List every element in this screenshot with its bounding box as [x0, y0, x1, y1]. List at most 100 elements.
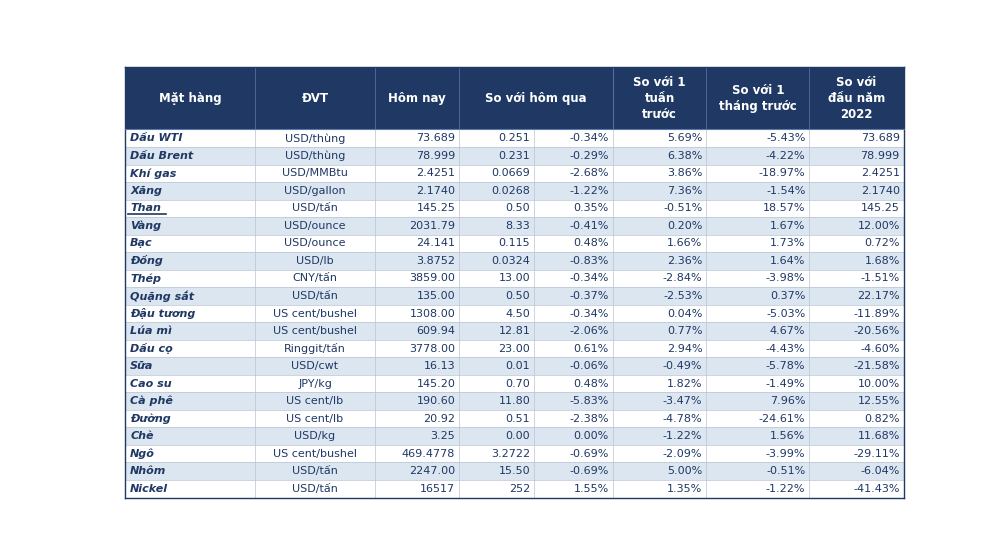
Text: 0.48%: 0.48% [573, 238, 608, 248]
Text: -3.99%: -3.99% [765, 449, 804, 459]
Text: USD/gallon: USD/gallon [284, 186, 345, 196]
Text: 78.999: 78.999 [860, 151, 899, 161]
Text: -2.38%: -2.38% [569, 414, 608, 424]
Text: 145.25: 145.25 [860, 203, 899, 214]
Text: 3859.00: 3859.00 [409, 273, 454, 283]
Text: 22.17%: 22.17% [857, 291, 899, 301]
Text: 0.00: 0.00 [506, 431, 530, 441]
Text: 23.00: 23.00 [498, 344, 530, 353]
Text: -3.47%: -3.47% [662, 396, 702, 406]
Text: -0.69%: -0.69% [569, 466, 608, 476]
Bar [125, 252, 903, 269]
Text: 4.67%: 4.67% [769, 326, 804, 336]
Text: 1.64%: 1.64% [769, 256, 804, 266]
Text: -4.22%: -4.22% [765, 151, 804, 161]
Text: 0.04%: 0.04% [666, 309, 702, 319]
Text: Dầu WTI: Dầu WTI [130, 133, 183, 143]
Text: -2.84%: -2.84% [662, 273, 702, 283]
Text: 78.999: 78.999 [415, 151, 454, 161]
Text: 2.36%: 2.36% [666, 256, 702, 266]
Text: -41.43%: -41.43% [853, 484, 899, 494]
Text: 0.72%: 0.72% [864, 238, 899, 248]
Text: 16517: 16517 [419, 484, 454, 494]
Text: -6.04%: -6.04% [860, 466, 899, 476]
Text: -1.22%: -1.22% [569, 186, 608, 196]
Text: 10.00%: 10.00% [857, 378, 899, 389]
Text: Dầu Brent: Dầu Brent [130, 151, 194, 161]
Text: -2.09%: -2.09% [662, 449, 702, 459]
Text: 12.00%: 12.00% [857, 221, 899, 231]
Text: 12.81: 12.81 [497, 326, 530, 336]
Text: USD/lb: USD/lb [296, 256, 333, 266]
Text: -0.51%: -0.51% [662, 203, 702, 214]
Bar [125, 200, 903, 217]
Text: 0.20%: 0.20% [666, 221, 702, 231]
Text: -0.51%: -0.51% [765, 466, 804, 476]
Text: 3.86%: 3.86% [666, 168, 702, 178]
Text: Bạc: Bạc [130, 238, 152, 248]
Text: 2.4251: 2.4251 [416, 168, 454, 178]
Bar [125, 375, 903, 392]
Text: US cent/lb: US cent/lb [286, 414, 343, 424]
Text: 0.70: 0.70 [506, 378, 530, 389]
Text: -0.49%: -0.49% [662, 361, 702, 371]
Text: -24.61%: -24.61% [758, 414, 804, 424]
Text: 0.251: 0.251 [498, 133, 530, 143]
Text: Sữa: Sữa [130, 361, 153, 371]
Text: -0.34%: -0.34% [569, 273, 608, 283]
Text: Khí gas: Khí gas [130, 168, 177, 178]
Text: 0.51: 0.51 [506, 414, 530, 424]
Text: 5.69%: 5.69% [666, 133, 702, 143]
Text: Nickel: Nickel [130, 484, 169, 494]
Text: -4.43%: -4.43% [765, 344, 804, 353]
Bar [125, 269, 903, 287]
Text: 6.38%: 6.38% [666, 151, 702, 161]
Text: USD/tấn: USD/tấn [292, 203, 338, 214]
Text: Ringgit/tấn: Ringgit/tấn [284, 343, 346, 354]
Text: -21.58%: -21.58% [853, 361, 899, 371]
Text: USD/kg: USD/kg [294, 431, 335, 441]
Text: -2.68%: -2.68% [569, 168, 608, 178]
Text: -18.97%: -18.97% [758, 168, 804, 178]
Text: USD/tấn: USD/tấn [292, 291, 338, 301]
Text: USD/ounce: USD/ounce [284, 221, 345, 231]
Text: 0.0268: 0.0268 [490, 186, 530, 196]
Text: -0.41%: -0.41% [569, 221, 608, 231]
Text: -5.83%: -5.83% [569, 396, 608, 406]
Text: -0.83%: -0.83% [569, 256, 608, 266]
Text: -20.56%: -20.56% [853, 326, 899, 336]
Text: Hôm nay: Hôm nay [388, 92, 445, 105]
Text: 5.00%: 5.00% [666, 466, 702, 476]
Bar [125, 305, 903, 322]
Text: So với 1
tuần
trước: So với 1 tuần trước [633, 76, 685, 121]
Text: So với 1
tháng trước: So với 1 tháng trước [718, 84, 795, 113]
Text: -1.49%: -1.49% [765, 378, 804, 389]
Text: -0.34%: -0.34% [569, 309, 608, 319]
Text: 2.1740: 2.1740 [416, 186, 454, 196]
Text: 0.115: 0.115 [498, 238, 530, 248]
Text: 2.4251: 2.4251 [860, 168, 899, 178]
Bar [125, 164, 903, 182]
Text: 3.25: 3.25 [430, 431, 454, 441]
Text: ĐVT: ĐVT [301, 92, 328, 105]
Text: Đậu tương: Đậu tương [130, 308, 196, 319]
Text: USD/MMBtu: USD/MMBtu [282, 168, 348, 178]
Text: Dầu cọ: Dầu cọ [130, 343, 173, 354]
Text: 2031.79: 2031.79 [409, 221, 454, 231]
Text: 1.56%: 1.56% [769, 431, 804, 441]
Text: CNY/tấn: CNY/tấn [292, 273, 337, 283]
Text: Đường: Đường [130, 414, 171, 424]
Text: USD/tấn: USD/tấn [292, 466, 338, 476]
Text: -29.11%: -29.11% [853, 449, 899, 459]
Text: 3778.00: 3778.00 [409, 344, 454, 353]
Bar [125, 428, 903, 445]
Text: USD/tấn: USD/tấn [292, 484, 338, 494]
Text: 1308.00: 1308.00 [409, 309, 454, 319]
Text: So với
đầu năm
2022: So với đầu năm 2022 [827, 76, 885, 121]
Bar [125, 462, 903, 480]
Text: 11.80: 11.80 [498, 396, 530, 406]
Text: Thép: Thép [130, 273, 161, 284]
Text: 1.82%: 1.82% [666, 378, 702, 389]
Text: -3.98%: -3.98% [765, 273, 804, 283]
Text: Vàng: Vàng [130, 221, 161, 231]
